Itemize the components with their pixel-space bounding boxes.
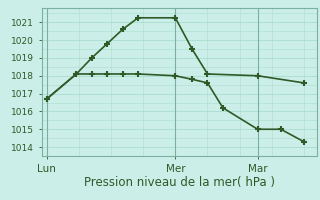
X-axis label: Pression niveau de la mer( hPa ): Pression niveau de la mer( hPa ) (84, 176, 275, 189)
